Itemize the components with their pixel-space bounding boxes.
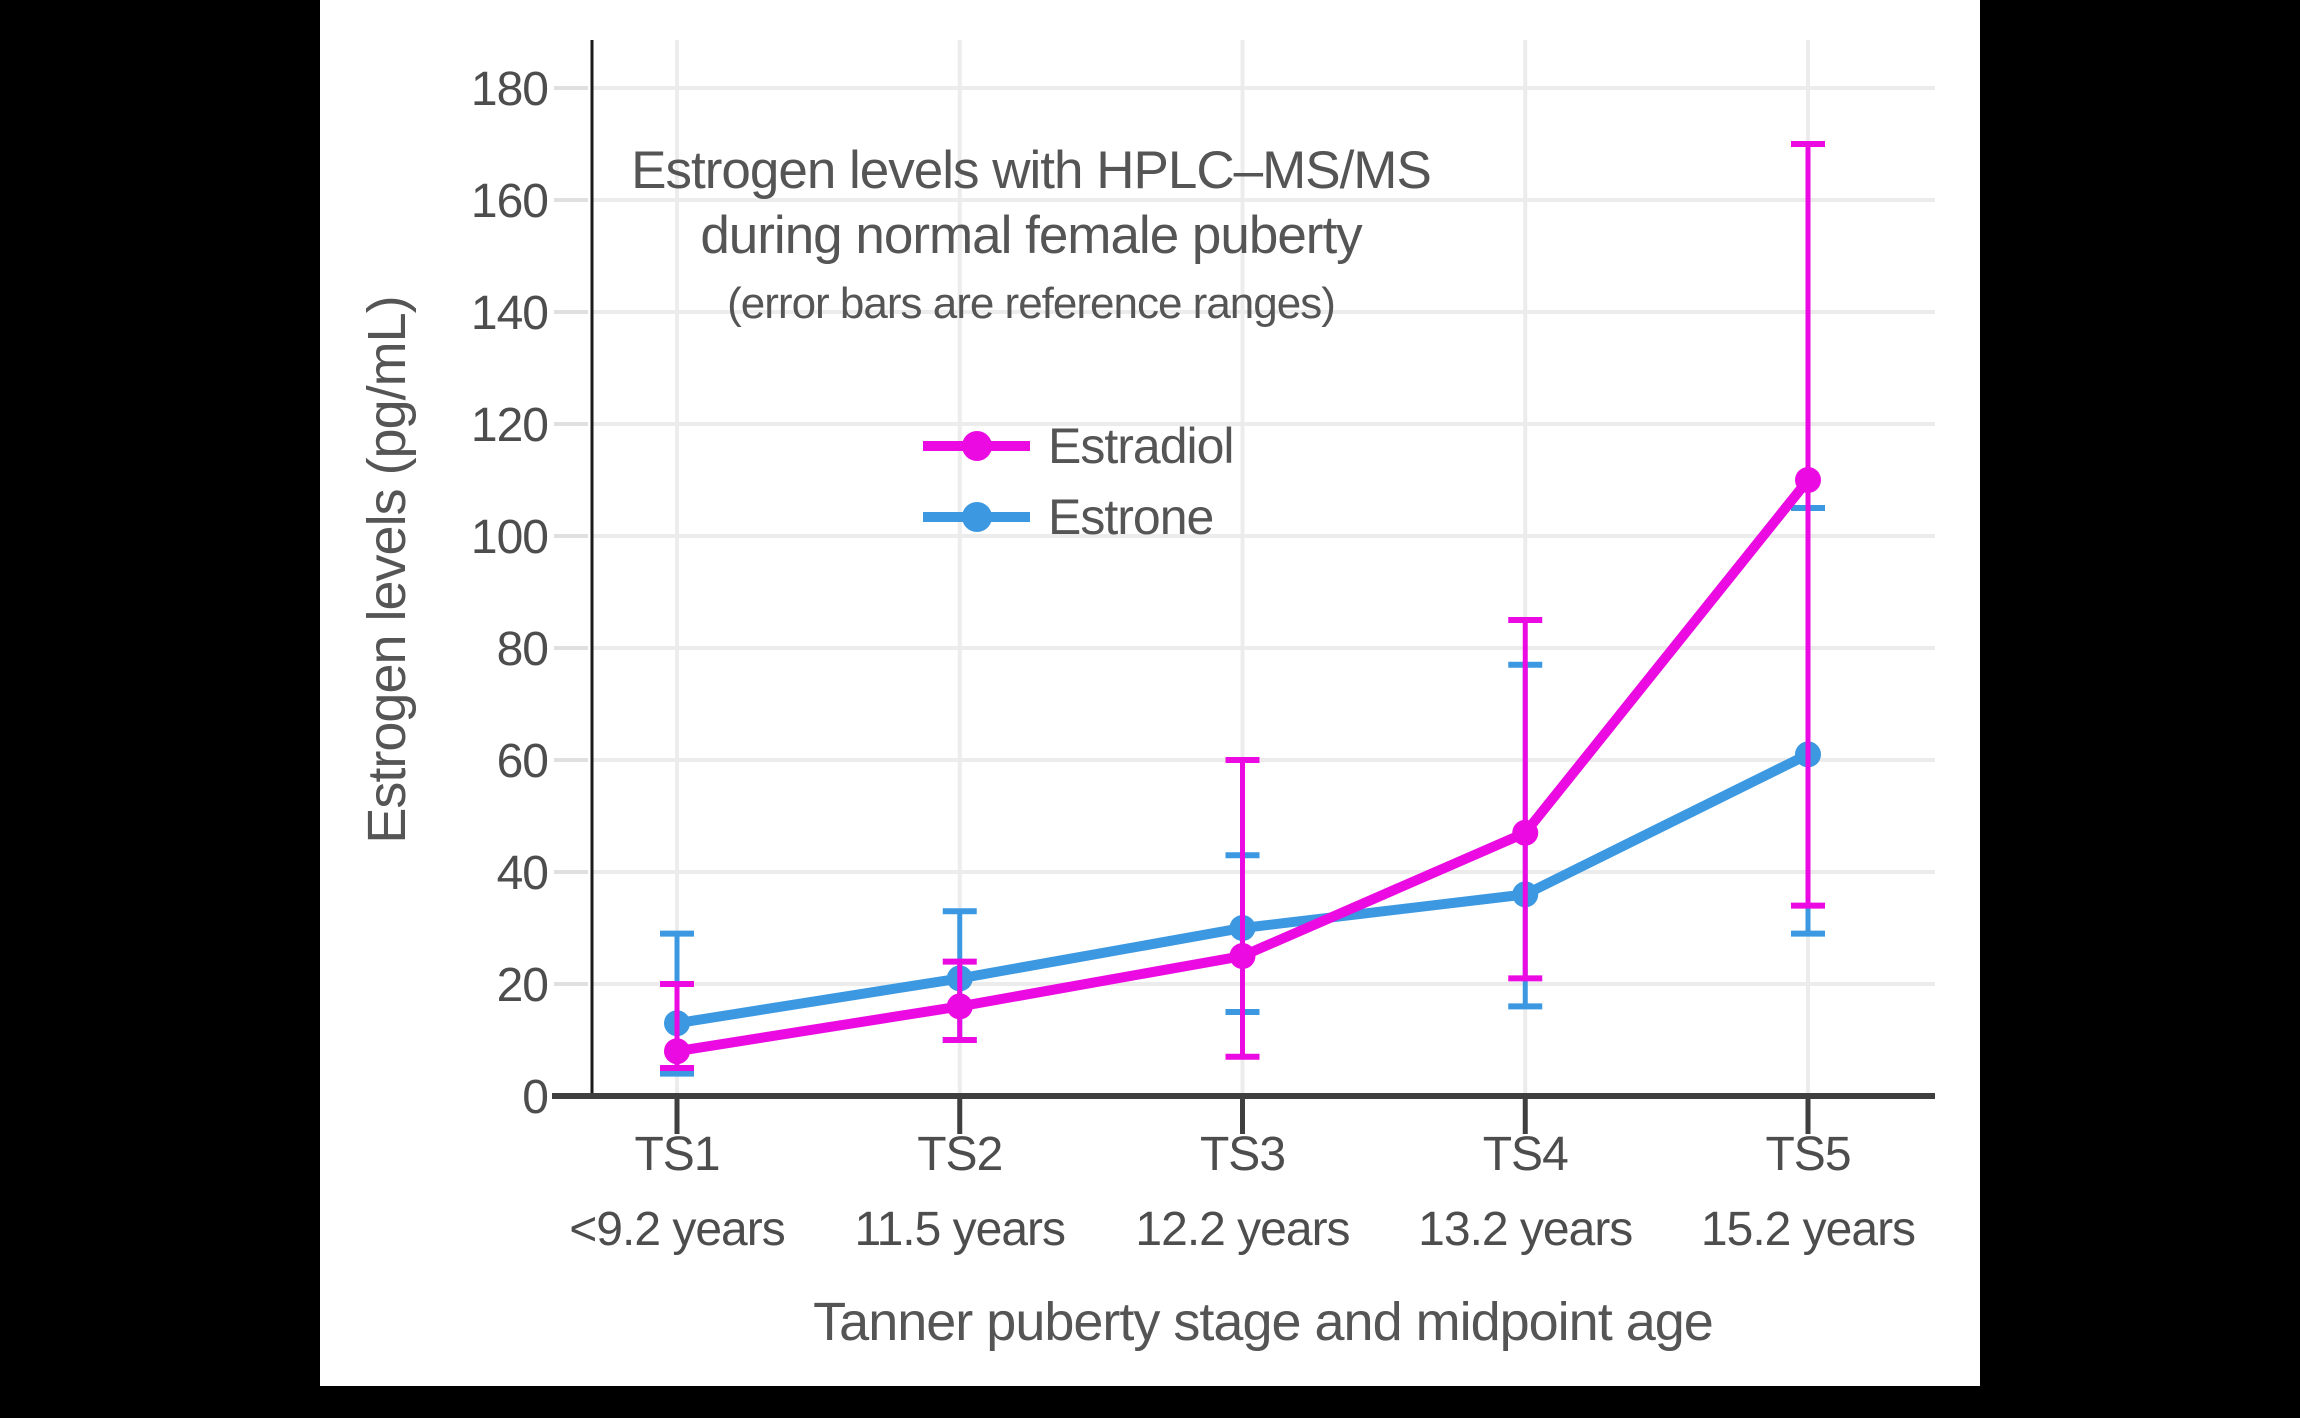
- x-category-label: TS2: [917, 1128, 1002, 1181]
- x-age-label: 12.2 years: [1135, 1203, 1349, 1256]
- x-category-label: TS1: [634, 1128, 719, 1181]
- data-point-estradiol-ts2[interactable]: [946, 993, 973, 1020]
- legend-label-estrone: Estrone: [1048, 489, 1213, 545]
- estrogen-chart-svg: 0 20 40 60 80 100 120 140 160 180 TS1 <9.2 years TS2…: [357, 40, 1935, 1352]
- y-tick-label: 80: [497, 623, 548, 676]
- y-tick-label: 60: [497, 735, 548, 788]
- x-category-label: TS4: [1483, 1128, 1568, 1181]
- chart-title-line2: during normal female puberty: [700, 206, 1363, 265]
- axis-layer: [552, 40, 1935, 1134]
- legend-marker-estrone: [962, 502, 992, 532]
- legend-item-estradiol[interactable]: Estradiol: [923, 418, 1235, 474]
- y-tick-label: 0: [522, 1071, 548, 1124]
- legend-marker-estradiol: [962, 431, 992, 461]
- x-axis-title: Tanner puberty stage and midpoint age: [813, 1292, 1713, 1352]
- y-tick-label: 160: [471, 175, 548, 228]
- tick-label-layer: 0 20 40 60 80 100 120 140 160 180 TS1 <9.2 years TS2…: [471, 63, 1916, 1256]
- y-tick-label: 120: [471, 399, 548, 452]
- y-tick-label: 100: [471, 511, 548, 564]
- legend: Estradiol Estrone: [923, 418, 1235, 545]
- y-axis-title: Estrogen levels (pg/mL): [357, 296, 417, 843]
- series-layer: [660, 141, 1825, 1077]
- y-tick-label: 140: [471, 287, 548, 340]
- data-point-estradiol-ts1[interactable]: [664, 1038, 690, 1065]
- series-estradiol: [660, 141, 1825, 1071]
- y-tick-label: 20: [497, 959, 548, 1012]
- x-age-label: 11.5 years: [854, 1203, 1065, 1256]
- y-tick-label: 180: [471, 63, 548, 116]
- data-point-estradiol-ts3[interactable]: [1229, 943, 1256, 969]
- chart-subtitle: (error bars are reference ranges): [727, 279, 1335, 328]
- data-point-estradiol-ts4[interactable]: [1512, 819, 1539, 846]
- y-tick-label: 40: [497, 847, 548, 900]
- data-point-estradiol-ts5[interactable]: [1795, 467, 1821, 493]
- x-age-label: 15.2 years: [1701, 1203, 1915, 1256]
- x-age-label: 13.2 years: [1418, 1203, 1632, 1256]
- chart-title-line1: Estrogen levels with HPLC–MS/MS: [631, 141, 1431, 200]
- legend-label-estradiol: Estradiol: [1048, 418, 1234, 474]
- plot-canvas: 0 20 40 60 80 100 120 140 160 180 TS1 <9.2 years TS2…: [320, 0, 1980, 1386]
- x-age-label: <9.2 years: [569, 1203, 784, 1256]
- x-category-label: TS3: [1200, 1128, 1285, 1181]
- x-category-label: TS5: [1765, 1128, 1850, 1181]
- legend-item-estrone[interactable]: Estrone: [923, 489, 1214, 545]
